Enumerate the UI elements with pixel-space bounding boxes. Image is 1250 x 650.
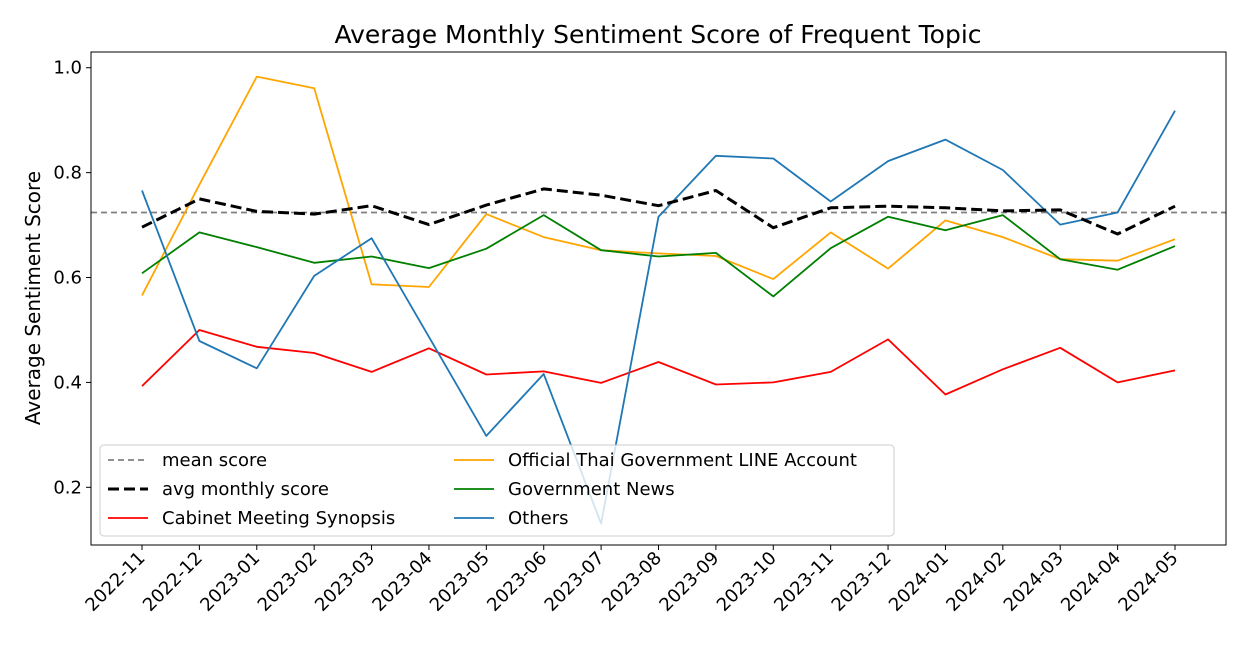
legend-label-official-thai-government-line-account: Official Thai Government LINE Account [508,450,857,471]
x-tick-label: 2023-06 [483,548,551,616]
x-tick-label: 2023-08 [598,548,666,616]
chart-title: Average Monthly Sentiment Score of Frequ… [334,20,981,49]
y-tick-label: 1.0 [53,58,82,79]
x-tick-label: 2023-12 [828,548,896,616]
series-line-cabinet-meeting-synopsis [141,329,1176,396]
y-tick-label: 0.4 [53,372,82,393]
plot-area [91,75,1226,525]
y-tick-label: 0.8 [53,163,82,184]
legend-label-avg-monthly-score: avg monthly score [162,479,329,500]
y-tick-label: 0.6 [53,268,82,289]
x-tick-label: 2023-03 [311,548,379,616]
x-tick-label: 2024-02 [942,548,1010,616]
series-group [91,75,1226,525]
x-tick-label: 2023-09 [655,548,723,616]
x-tick-label: 2023-01 [196,548,264,616]
x-tick-label: 2023-02 [254,548,322,616]
legend-label-others: Others [508,508,569,529]
series-line-government-news [141,214,1176,298]
x-tick-label: 2023-11 [770,548,838,616]
legend-label-mean-score: mean score [162,450,267,471]
y-tick-label: 0.2 [53,477,82,498]
legend-label-cabinet-meeting-synopsis: Cabinet Meeting Synopsis [162,508,395,529]
x-tick-label: 2024-01 [885,548,953,616]
x-tick-label: 2023-07 [541,548,609,616]
x-tick-label: 2024-05 [1114,548,1182,616]
series-line-others [141,110,1176,525]
legend-label-government-news: Government News [508,479,675,500]
legend-box [99,444,895,537]
y-axis-label: Average Sentiment Score [21,171,45,425]
x-tick-label: 2022-12 [139,548,207,616]
x-tick-label: 2024-04 [1057,548,1125,616]
x-tick-label: 2022-11 [81,548,149,616]
x-tick-label: 2024-03 [1000,548,1068,616]
legend: mean score Official Thai Government LINE … [99,444,895,537]
x-tick-label: 2023-05 [426,548,494,616]
x-tick-label: 2023-10 [713,548,781,616]
series-line-avg-monthly-score [141,187,1176,236]
series-line-official-thai-government-line-account [141,75,1176,296]
x-tick-label: 2023-04 [368,548,436,616]
